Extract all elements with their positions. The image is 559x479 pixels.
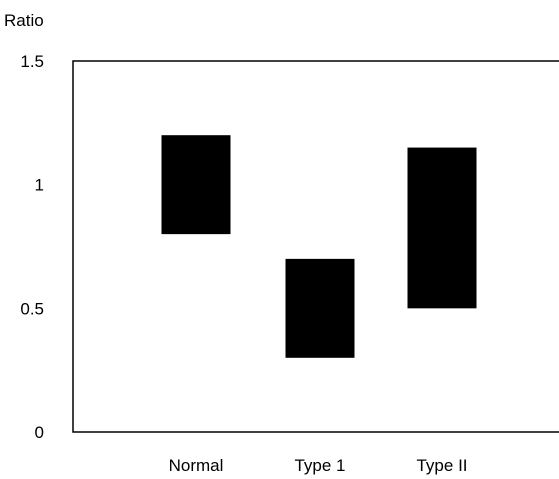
y-tick-label: 0 bbox=[35, 423, 44, 442]
y-axis-label: Ratio bbox=[4, 11, 44, 30]
plot-frame bbox=[72, 60, 559, 433]
x-tick-label: Type II bbox=[416, 456, 467, 475]
bar-series bbox=[161, 135, 477, 358]
y-axis: 0 0.5 1 1.5 bbox=[20, 52, 44, 442]
y-tick-label: 1.5 bbox=[20, 52, 44, 71]
x-tick-label: Normal bbox=[169, 456, 224, 475]
range-bar-type-ii bbox=[407, 147, 477, 309]
x-axis: Normal Type 1 Type II bbox=[169, 456, 468, 475]
range-bar-type-1 bbox=[285, 258, 355, 358]
range-bar-normal bbox=[161, 135, 231, 235]
y-tick-label: 1 bbox=[35, 176, 44, 195]
x-tick-label: Type 1 bbox=[294, 456, 345, 475]
y-tick-label: 0.5 bbox=[20, 299, 44, 318]
